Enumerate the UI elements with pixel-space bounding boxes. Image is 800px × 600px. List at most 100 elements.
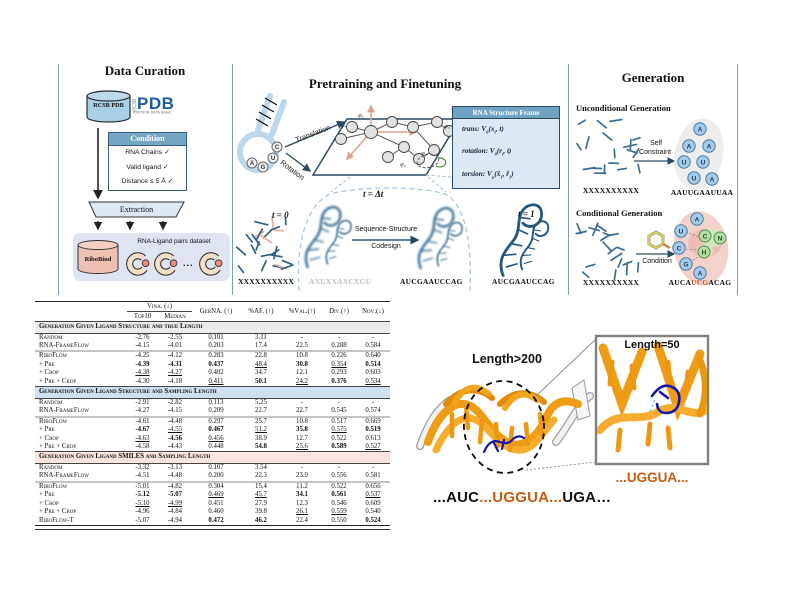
table-cell: 45.7 (255, 491, 267, 499)
letter-circle-text: A (695, 216, 700, 223)
noise-segment (255, 228, 264, 241)
table-section-row: Generation Given Ligand Structure and tr… (35, 321, 390, 334)
letter-circle-text: A (698, 270, 703, 277)
cond-noise-cluster (575, 222, 640, 281)
rna-stem (255, 93, 273, 133)
table-cell: -4.48 (158, 415, 192, 427)
table-row: RiboFlow -5.01 -4.82 0.304 15.4 11.2 0.522 0.65… (35, 480, 390, 492)
table-cell: 0.376 (331, 377, 347, 385)
dataset-ellipsis: ... (183, 258, 194, 268)
table-cell: 0.522 (331, 434, 347, 442)
letter-circle-text: A (698, 126, 703, 133)
table-cell: - (337, 398, 341, 406)
table-cell: 0.101 (208, 333, 224, 341)
row-label: + Crop (39, 369, 59, 377)
table-cell: 38.9 (255, 434, 267, 442)
table-cell: -4.15 (135, 341, 150, 349)
text-part: ACAG (708, 278, 732, 287)
noise-segment (596, 119, 608, 129)
results-table-wrap: Vina. (↓) GerNA. (↑) %AF. (↑) %Val.(↑) D… (35, 301, 390, 530)
panel-title-generation: Generation (621, 70, 685, 85)
self-label: Self (649, 140, 663, 147)
table-cell: 0.402 (208, 369, 224, 377)
atom-nodes (335, 116, 455, 165)
letter-circle (267, 152, 279, 164)
table-cell: 0.448 (208, 442, 224, 450)
table-cell: 0.203 (208, 341, 224, 349)
letter-circle (687, 171, 701, 185)
uncond-letter-circles: A A A U U U A (677, 122, 719, 186)
table-row: + Pre -4.67 -4.55 0.467 51.2 35.8 0.575 0.519 (35, 426, 390, 434)
table-cell: 0.613 (365, 434, 381, 442)
phi-label: φ₄ (400, 161, 406, 168)
table-cell: - (371, 398, 375, 406)
t0-label: t = 0 (272, 210, 289, 220)
letter-circle (271, 141, 283, 153)
letter-circle (702, 139, 716, 153)
rna-loop (237, 131, 279, 173)
text-part: UGA… (562, 489, 612, 506)
noise-segment (632, 136, 641, 141)
row-label: RiboFlow-T (39, 516, 74, 524)
structure-zoom-box (594, 334, 710, 466)
cond-heading: Conditional Generation (576, 208, 663, 218)
table-cell: 0.589 (331, 442, 347, 450)
frame-trans-line: trans: Vθ(xt, t) (453, 119, 559, 143)
uncond-noise-cluster (576, 118, 641, 175)
table-row: RNA-FrameFlow -4.15 -4.01 0.203 17.4 22.5 0.28… (35, 342, 390, 351)
table-cell: -4.96 (135, 508, 150, 516)
noise-segment (588, 226, 601, 232)
table-cell: 0.226 (322, 350, 356, 361)
cond-letter-circles: A U C G A (672, 212, 707, 280)
table-row: RNA-FrameFlow -4.27 -4.15 0.209 22.7 22.7 0.54… (35, 407, 390, 416)
table-cell: -4.58 (135, 442, 150, 450)
panel-divider-1 (232, 64, 234, 295)
condition-item: Valid ligand ✓ (126, 163, 169, 171)
noise-segment (281, 259, 293, 266)
t1-label: t = 1 (518, 209, 535, 219)
table-cell: -4.82 (158, 480, 192, 492)
letter-circle-text: U (692, 175, 697, 182)
table-cell: 0.460 (208, 508, 224, 516)
uncond-blob (674, 118, 724, 190)
pdb-logo-pdb: PDB (137, 94, 175, 113)
constraint-label: Constraint (639, 149, 671, 156)
table-cell: -2.91 (135, 398, 150, 406)
table-cell: 0.293 (331, 369, 347, 377)
table-cell: 0.524 (365, 516, 381, 524)
header-div: Div.(↑) (329, 308, 349, 315)
letter-circle-text: C (275, 145, 280, 151)
letter-circle (672, 241, 686, 255)
seq-t0: XXXXXXXXXX (238, 277, 295, 286)
uncond-input-seq: XXXXXXXXXX (582, 186, 640, 195)
ligand-left (482, 435, 526, 454)
table-cell: - (371, 333, 375, 341)
table-cell: 10.8 (282, 350, 322, 361)
letter-circle (677, 155, 691, 169)
table-cell: -4.48 (167, 472, 183, 480)
row-label: + Pre + Crop (39, 377, 77, 385)
rna-noisy-structure (304, 205, 342, 270)
table-cell: -5.12 (135, 491, 150, 499)
panel-divider-right (737, 64, 739, 295)
ribobind-label: RiboBind (84, 256, 112, 263)
table-cell: 0.575 (331, 426, 347, 434)
table-cell: 0.561 (331, 491, 347, 499)
header-empty (35, 302, 127, 322)
letter-circle-text: U (271, 156, 275, 162)
panel-title-data-curation: Data Curation (104, 63, 186, 78)
torsion-arrow (435, 157, 447, 168)
table-cell: -5.07 (167, 491, 183, 499)
header-af: %AF. (↑) (248, 308, 274, 315)
row-label: + Pre (39, 426, 55, 434)
length-left-label: Length>200 (472, 352, 542, 366)
text-part: ( (496, 147, 500, 156)
letter-circle-text: U (682, 159, 687, 166)
table-cell: 35.8 (296, 426, 308, 434)
letter-circle (690, 212, 704, 226)
text-part: r (499, 147, 503, 156)
table-row: RNA-FrameFlow -4.51 -4.48 0.200 22.3 23.9 0.55… (35, 472, 390, 481)
noise-segment (585, 263, 596, 268)
table-cell: 22.8 (240, 350, 282, 361)
